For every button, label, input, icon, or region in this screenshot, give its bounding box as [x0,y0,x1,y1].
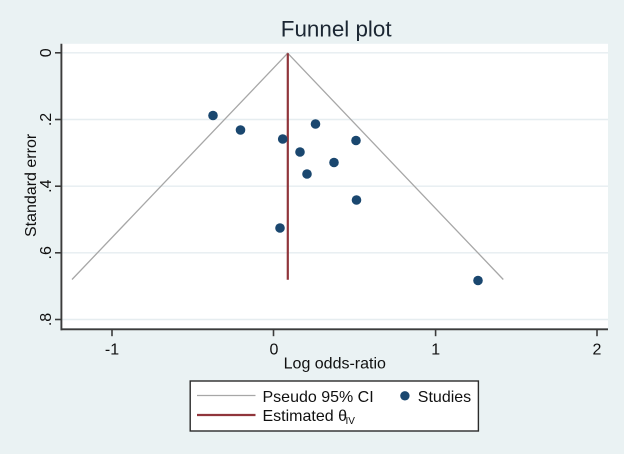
svg-text:Estimated θIV: Estimated θIV [263,408,356,427]
svg-text:Log odds-ratio: Log odds-ratio [284,356,386,373]
svg-text:.4: .4 [38,179,55,192]
svg-text:.2: .2 [38,113,55,126]
svg-text:2: 2 [593,342,602,359]
svg-text:.8: .8 [38,313,55,326]
svg-text:Pseudo 95% CI: Pseudo 95% CI [263,389,374,406]
svg-text:0: 0 [270,342,279,359]
svg-text:0: 0 [38,48,55,57]
svg-text:Studies: Studies [418,389,471,406]
svg-text:.6: .6 [38,246,55,259]
svg-text:Standard error: Standard error [23,133,40,237]
svg-text:-1: -1 [105,342,119,359]
svg-text:1: 1 [431,342,440,359]
svg-text:Funnel plot: Funnel plot [281,16,393,41]
